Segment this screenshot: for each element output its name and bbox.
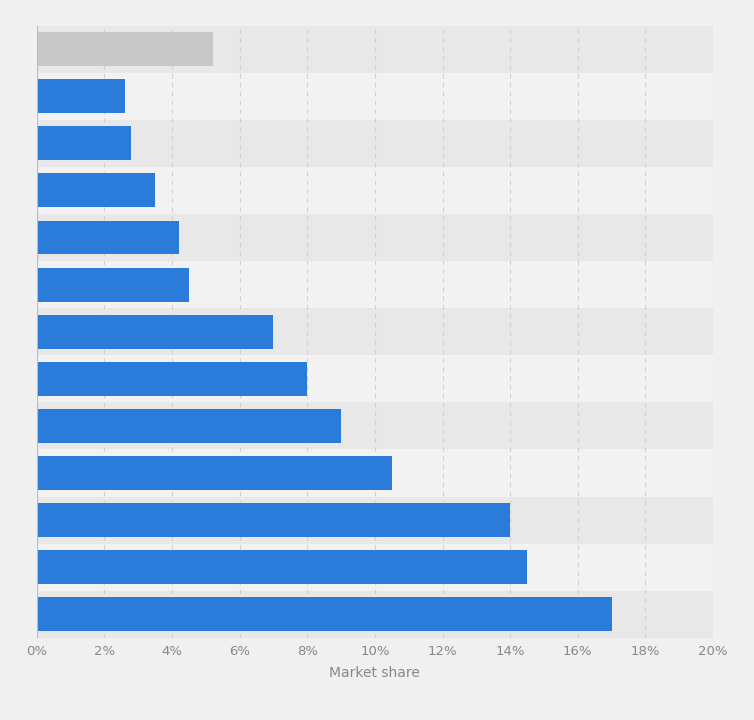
Bar [37, 550, 527, 584]
Bar [37, 503, 510, 537]
Bar [37, 308, 713, 355]
Bar [37, 456, 392, 490]
Bar [37, 220, 179, 254]
Bar [37, 73, 713, 120]
Bar [37, 214, 713, 261]
X-axis label: Market share: Market share [329, 666, 420, 680]
Bar [37, 174, 155, 207]
Bar [37, 167, 713, 214]
Bar [37, 497, 713, 544]
Bar [37, 32, 213, 66]
Bar [37, 268, 188, 302]
Bar [37, 25, 713, 73]
Bar [37, 598, 611, 631]
Bar [37, 362, 307, 396]
Bar [37, 120, 713, 167]
Bar [37, 590, 713, 638]
Bar [37, 126, 131, 161]
Bar [37, 261, 713, 308]
Bar [37, 544, 713, 590]
Bar [37, 402, 713, 449]
Bar [37, 355, 713, 402]
Bar [37, 79, 124, 113]
Bar [37, 449, 713, 497]
Bar [37, 409, 341, 443]
Bar [37, 315, 274, 348]
